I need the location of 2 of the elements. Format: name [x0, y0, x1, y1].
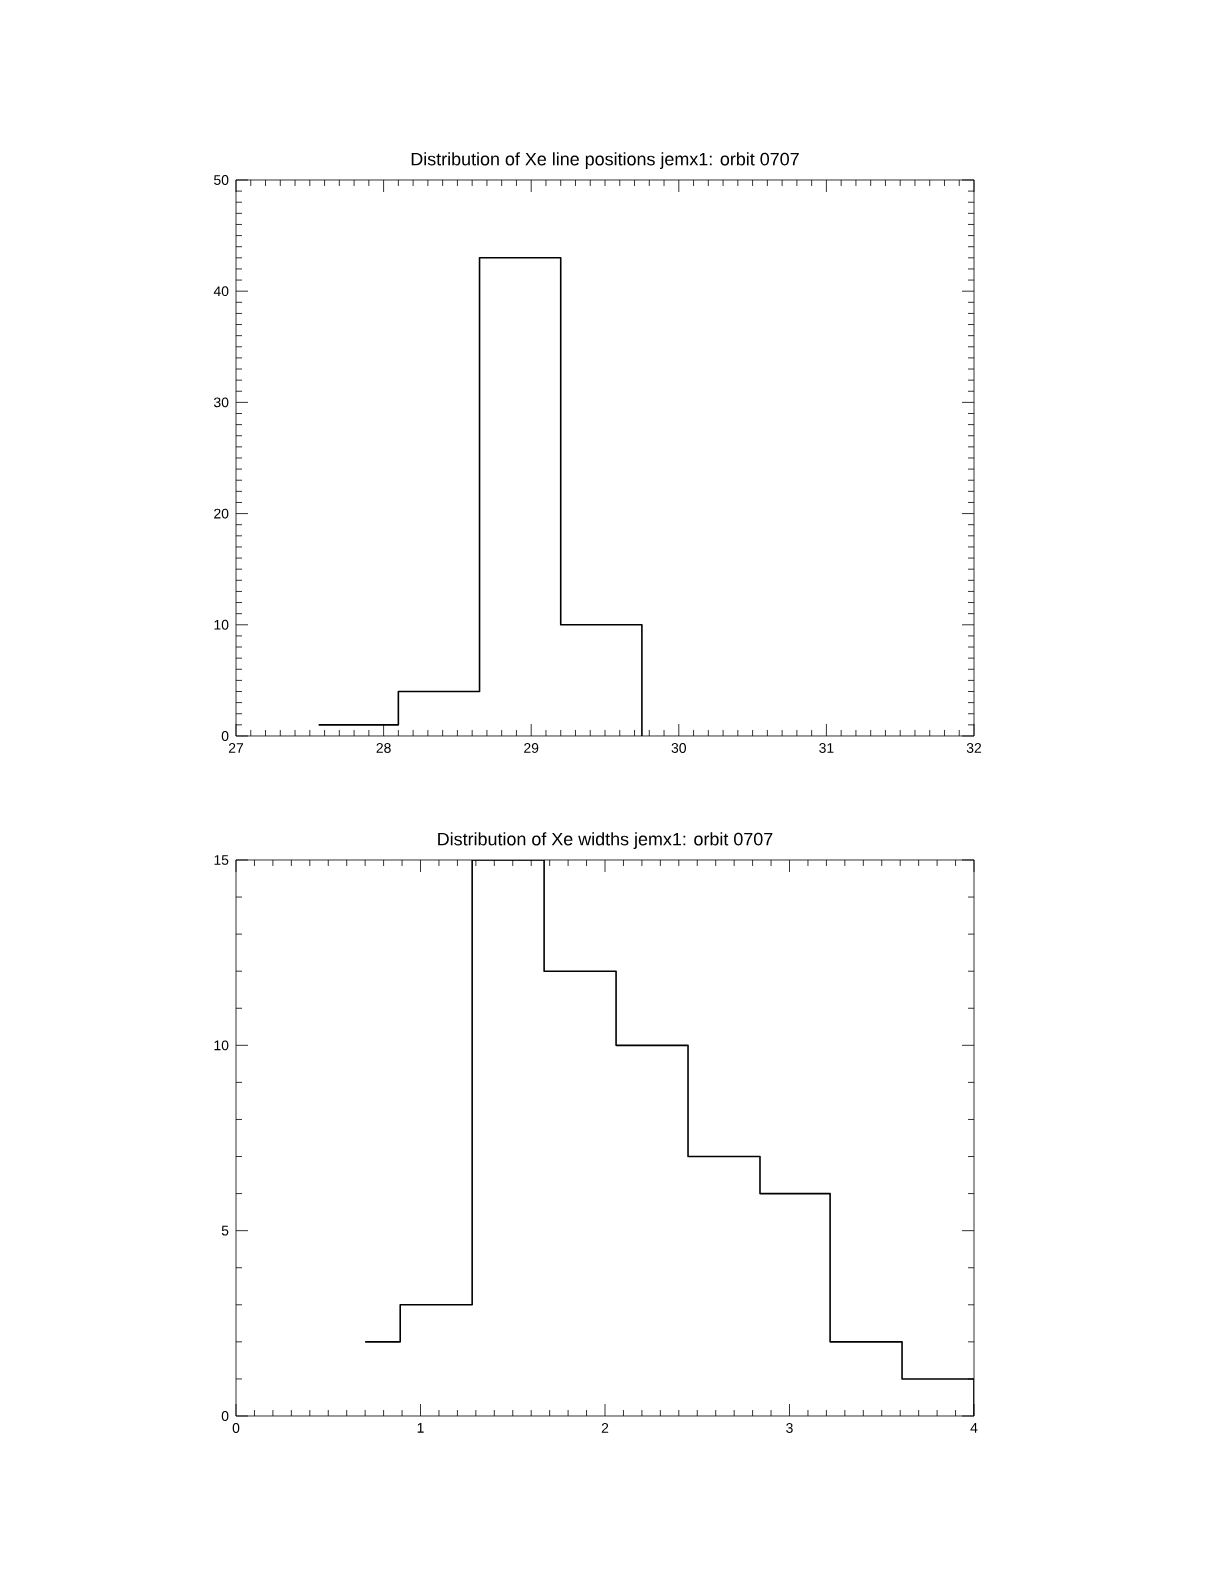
chart-title: Distribution of Xe widths jemx1: orbit 0707 — [438, 832, 773, 849]
chart-title: Distribution of Xe line positions jemx1: orbit 0707 — [411, 152, 799, 169]
